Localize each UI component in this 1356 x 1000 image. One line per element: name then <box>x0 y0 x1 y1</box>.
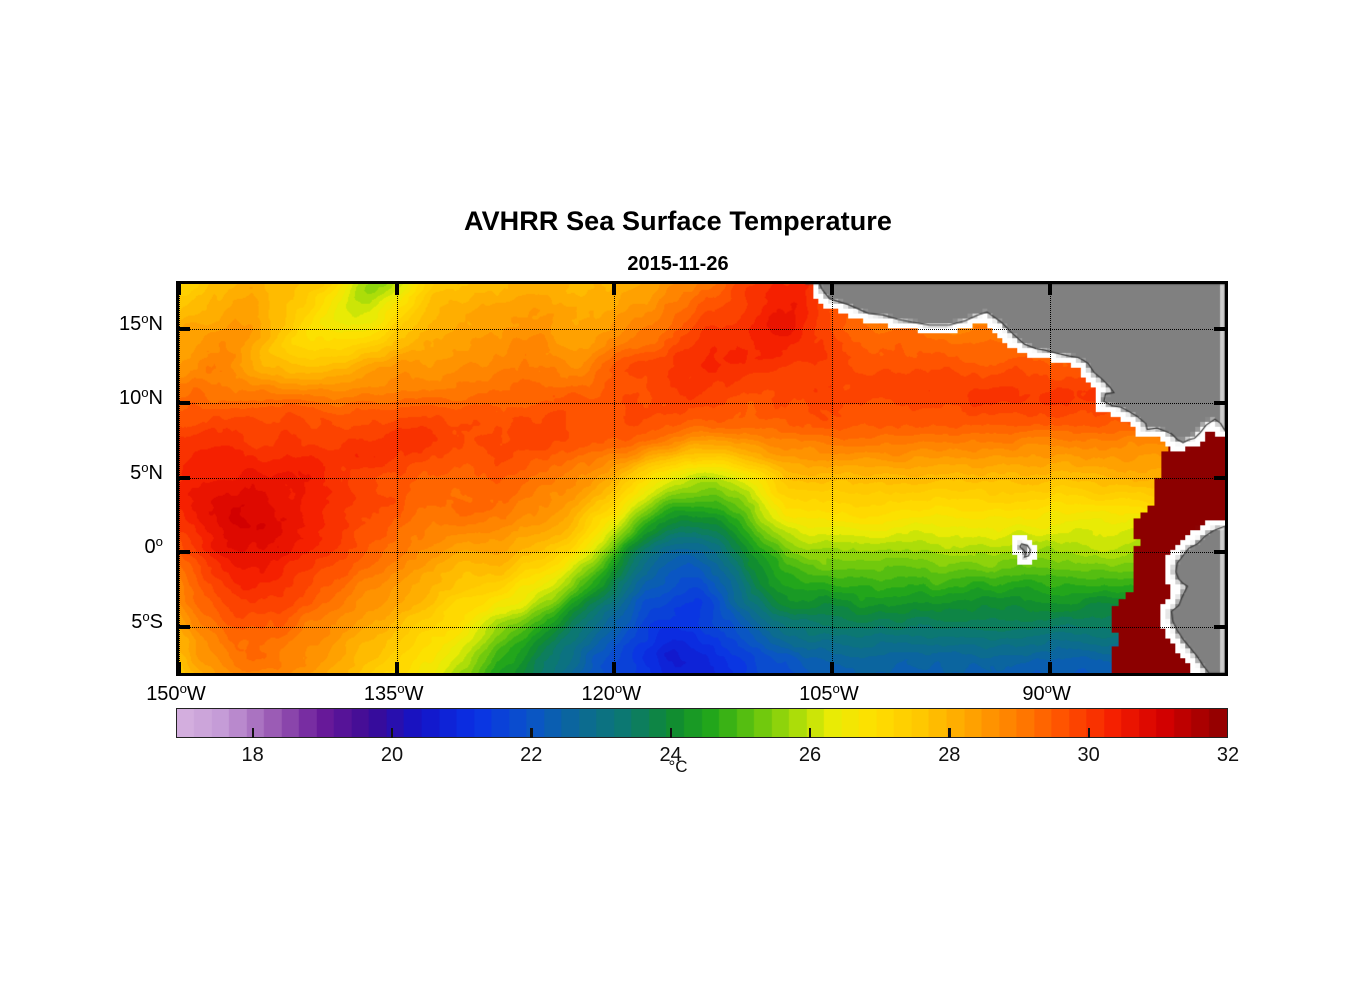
y-tick-mark <box>1214 401 1225 406</box>
y-tick-label: 0o <box>144 534 163 559</box>
colorbar-canvas <box>177 709 1227 737</box>
sst-heatmap-canvas <box>179 284 1225 673</box>
y-tick-mark <box>1214 624 1225 629</box>
colorbar-tick-mark <box>530 728 533 738</box>
colorbar-tick-mark <box>251 728 255 738</box>
x-tick-label: 120oW <box>581 681 642 705</box>
x-tick-mark <box>829 284 834 295</box>
colorbar-tick-mark <box>390 728 394 738</box>
colorbar-tick-mark <box>1087 728 1091 738</box>
x-tick-mark <box>612 284 617 295</box>
x-tick-label: 105oW <box>799 681 859 705</box>
x-tick-mark <box>394 284 399 295</box>
x-tick-mark <box>394 662 399 673</box>
colorbar-tick-mark <box>669 728 673 738</box>
colorbar-tick-label: 26 <box>798 744 822 766</box>
y-tick-mark <box>1214 326 1225 331</box>
y-tick-mark <box>179 624 190 629</box>
x-tick-mark <box>1047 662 1052 673</box>
y-tick-mark <box>179 475 190 480</box>
x-tick-mark <box>612 662 617 673</box>
map-axes <box>176 281 1228 676</box>
colorbar-unit-label: °C <box>668 757 688 776</box>
colorbar-tick-label: 18 <box>241 744 264 766</box>
colorbar <box>176 708 1228 738</box>
colorbar-tick-label: 24 <box>659 744 682 766</box>
y-tick-label: 5oS <box>131 608 163 633</box>
y-tick-mark <box>1214 550 1225 555</box>
figure-subtitle: 2015-11-26 <box>627 253 729 275</box>
y-tick-label: 5oN <box>130 459 163 484</box>
y-tick-mark <box>179 550 190 555</box>
colorbar-gradient <box>176 708 1228 738</box>
x-tick-mark <box>179 662 181 673</box>
x-tick-label: 135oW <box>363 681 424 705</box>
colorbar-tick-mark <box>948 728 951 738</box>
y-tick-label: 10oN <box>118 385 163 410</box>
y-tick-mark <box>179 401 190 406</box>
colorbar-tick-label: 20 <box>380 744 404 766</box>
colorbar-tick-label: 28 <box>938 744 961 766</box>
x-tick-mark <box>179 284 181 295</box>
y-tick-label: 15oN <box>118 310 163 335</box>
y-tick-mark <box>179 326 190 331</box>
colorbar-tick-label: 32 <box>1216 744 1240 766</box>
page-title: AVHRR Sea Surface Temperature <box>463 206 893 236</box>
y-tick-mark <box>1214 475 1225 480</box>
x-tick-mark <box>829 662 834 673</box>
x-tick-label: 150oW <box>146 681 206 705</box>
colorbar-tick-mark <box>808 728 812 738</box>
colorbar-tick-label: 22 <box>520 744 543 766</box>
colorbar-tick-label: 30 <box>1077 744 1100 766</box>
x-tick-label: 90oW <box>1022 681 1071 705</box>
x-tick-mark <box>1047 284 1052 295</box>
